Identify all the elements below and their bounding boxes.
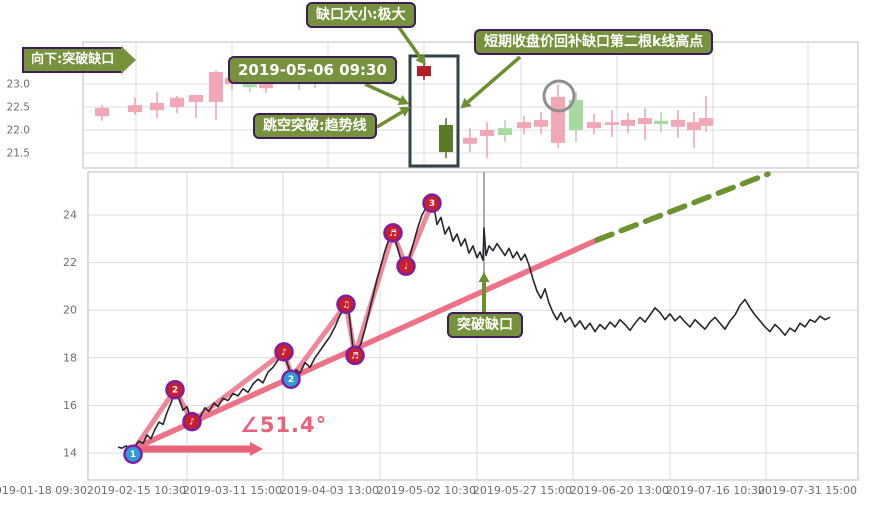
pivot-marker	[281, 369, 301, 389]
pivot-marker	[182, 411, 202, 432]
pivot-markers: 1 2 ♪ ♪ 2 ♫ ♬ ♬ ♩ 3	[123, 193, 442, 464]
x-tick-label: 2019-07-16 10:30	[666, 484, 765, 497]
candle-body	[699, 118, 713, 126]
candle-body	[569, 100, 583, 130]
candle-body	[621, 119, 635, 126]
candle-body	[170, 97, 184, 107]
pivot-marker	[165, 379, 185, 400]
price-line	[117, 202, 831, 450]
pivot-marker	[345, 345, 365, 366]
pivot-marker-label: ♬	[351, 351, 359, 361]
pivot-marker	[383, 223, 403, 243]
candle-body	[498, 128, 512, 136]
pivot-marker-label: 2	[172, 386, 178, 396]
pivot-marker	[336, 294, 356, 314]
y-tick-label: 24	[63, 209, 77, 222]
x-tick-label: 2019-03-11 15:00	[183, 484, 282, 497]
candle-body	[189, 95, 203, 102]
y-tick-label: 22.0	[7, 125, 30, 137]
annotation-gap-size: 缺口大小:极大	[306, 2, 416, 28]
pivot-marker-label: 2	[288, 375, 294, 385]
callout-down-breakout-gap: 向下:突破缺口	[22, 46, 137, 74]
pivot-marker-label: ♫	[342, 300, 350, 310]
candle-body	[480, 130, 494, 136]
candle-body	[551, 96, 565, 143]
highlight-circle	[542, 79, 576, 113]
y-tick-label: 23.0	[7, 79, 30, 91]
pivot-marker	[396, 256, 416, 276]
y-tick-label: 16	[63, 399, 77, 412]
x-tick-label: 2019-07-31 15:00	[758, 484, 857, 497]
price-polyline	[117, 202, 831, 450]
y-tick-label: 20	[63, 304, 77, 317]
x-tick-label: 2019-04-03 13:00	[280, 484, 379, 497]
zigzag-wave	[132, 202, 435, 450]
angle-base-arrowhead	[250, 442, 263, 456]
y-tick-label: 22.5	[7, 102, 30, 114]
zigzag-line	[132, 202, 435, 450]
candle-body	[209, 72, 223, 102]
candle-body	[259, 82, 273, 89]
y-tick-label: 21.5	[7, 148, 30, 160]
x-tick-label: 2019-05-27 15:00	[473, 484, 572, 497]
annotation-gap-break-trendline: 跳空突破:趋势线	[253, 113, 377, 139]
trend-line-green-dashed	[594, 171, 771, 243]
candle-body	[671, 119, 685, 127]
x-tick-label: 2019-02-15 10:30	[87, 484, 186, 497]
pivot-marker	[274, 342, 294, 362]
x-tick-label: 2019-06-20 13:00	[570, 484, 669, 497]
candle-body	[128, 105, 142, 113]
candle-body	[517, 122, 531, 129]
annotation-short-term-close: 短期收盘价回补缺口第二根k线高点	[474, 29, 714, 55]
trend-lines	[133, 171, 771, 456]
candle-body	[150, 102, 164, 111]
pivot-marker-label: 1	[130, 450, 136, 460]
y-tick-label: 22	[63, 256, 77, 269]
x-tick-label: 2019-01-18 09:30	[0, 484, 87, 497]
pivot-marker-label: ♪	[189, 418, 195, 428]
pivot-marker-label: 3	[429, 199, 435, 209]
pivot-marker-label: ♩	[404, 262, 408, 272]
y-tick-label: 14	[63, 447, 77, 460]
pivot-marker	[422, 193, 442, 213]
candle-body	[463, 137, 477, 144]
pivot-marker-label: ♬	[389, 229, 397, 239]
candle-body	[605, 122, 619, 125]
gap-highlights	[408, 54, 576, 168]
candle-body	[687, 122, 701, 130]
pivot-marker	[123, 444, 143, 464]
candle-body	[417, 66, 431, 77]
candle-body	[95, 107, 109, 117]
gap-highlight-box	[408, 54, 460, 168]
y-tick-label: 18	[63, 351, 77, 364]
pivot-marker-label: ♪	[281, 348, 287, 358]
x-tick-label: 2019-05-02 10:30	[377, 484, 476, 497]
candle-body	[534, 119, 548, 127]
trend-line-pink	[133, 237, 599, 451]
annotation-arrows	[364, 24, 522, 129]
annotation-breakout-gap: 突破缺口	[447, 312, 523, 338]
angle-value-label: ∠51.4°	[240, 413, 328, 437]
candle-body	[654, 120, 668, 125]
annotation-datetime: 2019-05-06 09:30	[228, 56, 397, 84]
candle-body	[587, 122, 601, 129]
candle-body	[638, 118, 652, 125]
candle-body	[439, 124, 453, 153]
